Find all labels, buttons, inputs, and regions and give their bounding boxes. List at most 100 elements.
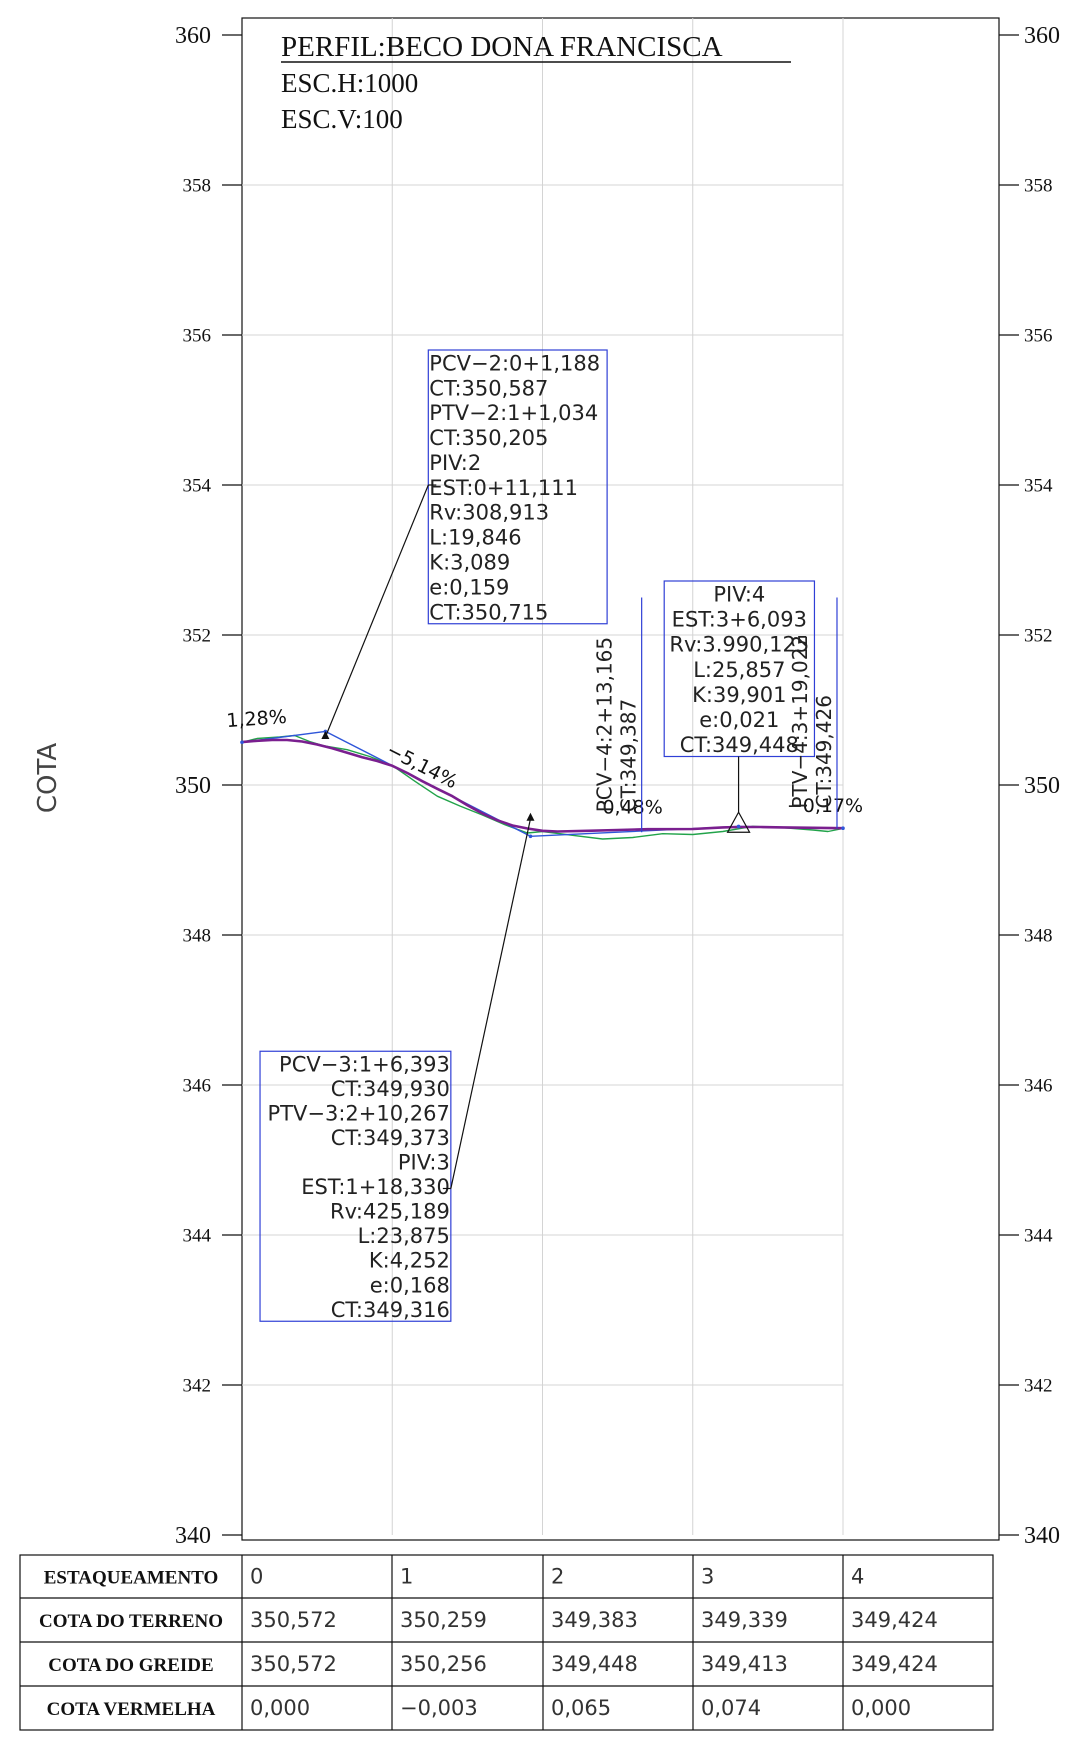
callout-line: CT:349,930 bbox=[331, 1077, 450, 1101]
callout-box bbox=[427, 349, 608, 625]
profile-title: PERFIL:BECO DONA FRANCISCA bbox=[281, 31, 723, 63]
callout-line: CT:349,373 bbox=[331, 1126, 450, 1150]
tick-label-left: 340 bbox=[175, 1523, 211, 1549]
callout-box bbox=[663, 580, 816, 758]
vertical-station-label: PCV−4:2+13,165 CT:349,387 bbox=[593, 597, 643, 833]
table-cell: 350,256 bbox=[400, 1652, 487, 1676]
callout-line: PIV:4 bbox=[713, 583, 765, 607]
tangent-vertex bbox=[528, 834, 533, 839]
tick-label-left: 360 bbox=[175, 23, 211, 49]
callout-line: K:39,901 bbox=[692, 683, 786, 707]
table-cell: 349,339 bbox=[701, 1608, 788, 1632]
tick-label-left: 352 bbox=[183, 625, 212, 646]
station-table: ESTAQUEAMENTO 0 1 2 3 4 COTA DO TERRENO 350,572… bbox=[19, 1554, 994, 1731]
grid bbox=[242, 18, 844, 1535]
profile-series bbox=[240, 729, 845, 840]
curve-annotations: 1,28%−5,14%0,48% −0,17%PCV−2:0+1,188CT:35… bbox=[226, 349, 863, 1322]
callout-line: e:0,021 bbox=[699, 708, 779, 732]
tick-label-right: 360 bbox=[1024, 23, 1060, 49]
table-cell: 4 bbox=[851, 1565, 864, 1589]
callout-line: PTV−2:1+1,034 bbox=[429, 401, 598, 425]
callout-line: PCV−3:1+6,393 bbox=[279, 1052, 450, 1076]
table-cell: 350,259 bbox=[400, 1608, 487, 1632]
tick-label-right: 342 bbox=[1024, 1375, 1053, 1396]
tangent-vertex bbox=[736, 824, 741, 829]
vertical-station-label: PTV−4:3+19,022 CT:349,426 bbox=[788, 597, 838, 829]
table-cell: 2 bbox=[551, 1565, 564, 1589]
callout-line: Rv:308,913 bbox=[429, 501, 549, 525]
callout-line: e:0,168 bbox=[370, 1273, 450, 1297]
table-cell: 1 bbox=[400, 1565, 413, 1589]
curve-callout: PCV−2:0+1,188CT:350,587PTV−2:1+1,034CT:3… bbox=[321, 349, 608, 739]
callout-line: PTV−3:2+10,267 bbox=[268, 1101, 450, 1125]
tick-label-left: 356 bbox=[183, 325, 212, 346]
table-cell: 0,065 bbox=[551, 1696, 611, 1720]
tick-label-left: 354 bbox=[183, 475, 212, 496]
curve-callout: PIV:4EST:3+6,093Rv:3.990,125L:25,857K:39… bbox=[663, 580, 816, 833]
table-row-label: COTA VERMELHA bbox=[47, 1699, 216, 1720]
table-cell: 350,572 bbox=[250, 1608, 337, 1632]
callout-line: PIV:2 bbox=[429, 451, 481, 475]
grade-label: 0,48% bbox=[602, 797, 662, 819]
vertical-scale: ESC.V:100 bbox=[281, 104, 403, 134]
curve-callout: PCV−3:1+6,393CT:349,930PTV−3:2+10,267CT:… bbox=[259, 812, 535, 1322]
grade-line bbox=[241, 738, 844, 833]
callout-line: L:19,846 bbox=[429, 526, 521, 550]
table-cell: 0,074 bbox=[701, 1696, 761, 1720]
table-cell: 350,572 bbox=[250, 1652, 337, 1676]
table-cell: 349,383 bbox=[551, 1608, 638, 1632]
vertical-label-text: CT:349,426 bbox=[812, 695, 836, 808]
callout-line: Rv:425,189 bbox=[330, 1200, 450, 1224]
callout-line: EST:0+11,111 bbox=[429, 476, 578, 500]
elevation-ticks: 340 340 350 350 360 360 342 342 344 344 346 346 348 3… bbox=[175, 23, 1060, 1549]
tick-label-left: 344 bbox=[183, 1225, 212, 1246]
table-cell: 349,424 bbox=[851, 1652, 938, 1676]
y-axis-label: COTA bbox=[33, 743, 63, 813]
callout-leader bbox=[450, 818, 532, 1189]
tick-label-right: 348 bbox=[1024, 925, 1053, 946]
table-cell: 349,413 bbox=[701, 1652, 788, 1676]
callout-line: e:0,159 bbox=[429, 575, 509, 599]
tick-label-right: 346 bbox=[1024, 1075, 1053, 1096]
callout-line: EST:1+18,330 bbox=[301, 1175, 450, 1199]
vertical-label-text: PTV−4:3+19,022 bbox=[788, 635, 812, 809]
grade-label: −0,17% bbox=[787, 795, 863, 817]
table-cell: 0 bbox=[250, 1565, 263, 1589]
leader-arrow bbox=[526, 812, 535, 821]
horizontal-scale: ESC.H:1000 bbox=[281, 68, 418, 98]
leader-arrow bbox=[321, 731, 330, 739]
vertical-label-text: CT:349,387 bbox=[617, 699, 641, 812]
tick-label-left: 350 bbox=[175, 773, 211, 799]
callout-line: PCV−2:0+1,188 bbox=[429, 351, 600, 375]
piv-triangle-marker bbox=[726, 811, 751, 833]
tick-label-left: 348 bbox=[183, 925, 212, 946]
table-cell: 349,448 bbox=[551, 1652, 638, 1676]
table-cell: 349,424 bbox=[851, 1608, 938, 1632]
tick-label-right: 358 bbox=[1024, 175, 1053, 196]
callout-line: L:25,857 bbox=[693, 658, 785, 682]
callout-line: CT:350,587 bbox=[429, 376, 548, 400]
callout-line: EST:3+6,093 bbox=[672, 608, 807, 632]
table-cell: 3 bbox=[701, 1565, 714, 1589]
tick-label-right: 350 bbox=[1024, 773, 1060, 799]
table-cell: 0,000 bbox=[250, 1696, 310, 1720]
tick-label-right: 344 bbox=[1024, 1225, 1053, 1246]
tick-label-right: 354 bbox=[1024, 475, 1053, 496]
drawing-frame bbox=[241, 17, 1000, 1541]
tick-label-left: 346 bbox=[183, 1075, 212, 1096]
callout-line: CT:349,316 bbox=[331, 1298, 450, 1322]
table-row-label: ESTAQUEAMENTO bbox=[44, 1568, 219, 1589]
table-cell: −0,003 bbox=[400, 1696, 478, 1720]
tick-label-right: 356 bbox=[1024, 325, 1053, 346]
callout-leader bbox=[324, 484, 429, 738]
tick-label-left: 358 bbox=[183, 175, 212, 196]
callout-line: CT:349,448 bbox=[680, 733, 799, 757]
grade-label: 1,28% bbox=[226, 706, 288, 732]
callout-line: L:23,875 bbox=[358, 1224, 450, 1248]
tangent-vertex bbox=[240, 740, 244, 745]
table-row-label: COTA DO GREIDE bbox=[48, 1655, 213, 1676]
callout-line: Rv:3.990,125 bbox=[669, 633, 809, 657]
table-cell: 0,000 bbox=[851, 1696, 911, 1720]
tick-label-left: 342 bbox=[183, 1375, 212, 1396]
